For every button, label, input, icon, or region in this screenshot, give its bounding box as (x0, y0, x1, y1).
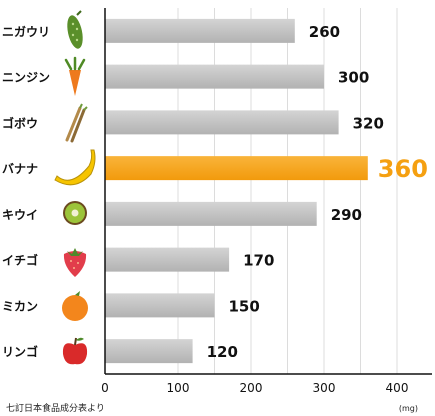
value-labels: 260 300 320 360 290 170 150 120 (207, 23, 428, 361)
x-tick-label: 0 (101, 381, 109, 395)
apple-icon (62, 337, 88, 365)
value-label: 360 (378, 155, 428, 183)
bar-2 (105, 110, 339, 135)
value-label: 170 (243, 252, 274, 270)
category-label: バナナ (2, 162, 38, 176)
x-tick-label: 400 (386, 381, 409, 395)
cucumber-icon (67, 10, 83, 49)
category-label: ミカン (2, 299, 38, 313)
grid-lines (177, 8, 398, 374)
banana-icon (54, 149, 96, 186)
value-label: 320 (353, 114, 384, 132)
source-note: 七訂日本食品成分表より (6, 402, 105, 414)
value-label: 150 (229, 297, 260, 315)
unit-label: (mg) (399, 404, 418, 413)
value-label: 120 (207, 343, 238, 361)
value-label: 300 (338, 69, 369, 87)
bar-5 (105, 247, 230, 272)
strawberry-icon (63, 248, 87, 277)
category-label: リンゴ (2, 344, 38, 359)
bar-3 (105, 156, 368, 181)
category-label: ニガウリ (2, 24, 50, 39)
bar-7 (105, 339, 193, 364)
burdock-icon (65, 103, 88, 143)
bar-4 (105, 201, 317, 226)
bar-6 (105, 293, 215, 318)
mandarin-icon (62, 291, 88, 321)
category-label: ニンジン (2, 71, 50, 85)
x-tick-label: 100 (167, 381, 190, 395)
carrot-icon (64, 56, 86, 96)
category-label: ゴボウ (2, 115, 38, 130)
category-label: イチゴ (2, 253, 38, 268)
bars (105, 18, 368, 364)
bar-1 (105, 64, 324, 89)
x-tick-label: 200 (240, 381, 263, 395)
bar-0 (105, 18, 295, 43)
x-tick-label: 300 (313, 381, 336, 395)
category-label: キウイ (2, 208, 38, 222)
value-label: 260 (309, 23, 340, 41)
value-label: 290 (331, 206, 362, 224)
kiwi-icon (63, 201, 87, 225)
x-tick-labels: 0 100 200 300 400 (101, 381, 408, 395)
